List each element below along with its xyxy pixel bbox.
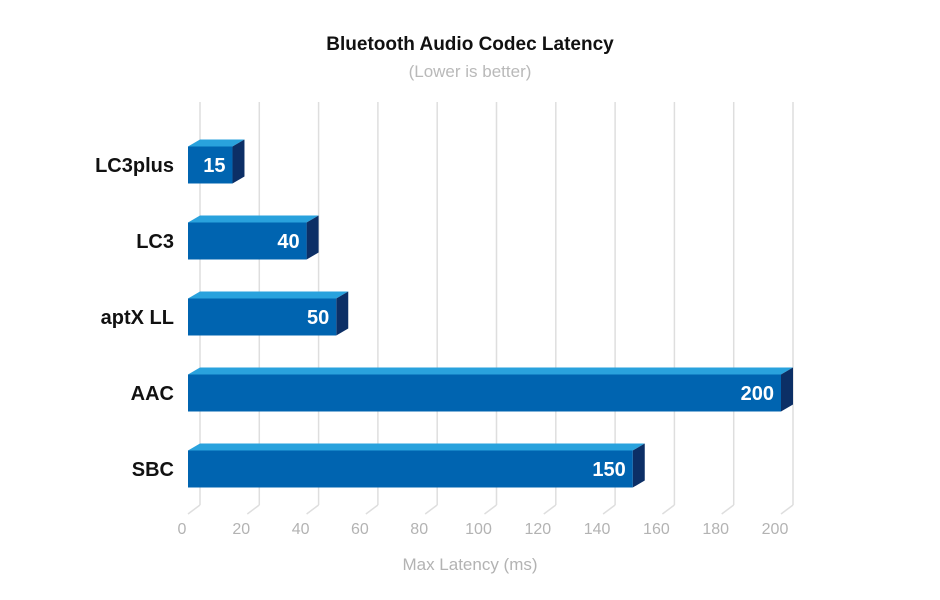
bar-top-face bbox=[188, 443, 645, 451]
x-tick-label: 20 bbox=[232, 521, 250, 538]
x-tick-label: 80 bbox=[410, 521, 428, 538]
x-tick-label: 60 bbox=[351, 521, 369, 538]
y-category-label: aptX LL bbox=[101, 307, 174, 329]
x-tick-label: 120 bbox=[524, 521, 551, 538]
bar-side-face bbox=[781, 367, 793, 412]
bar-side-face bbox=[632, 443, 645, 488]
bar-side-face bbox=[306, 215, 319, 260]
bar: 40 bbox=[188, 215, 319, 260]
bar-front-face bbox=[188, 222, 307, 260]
bar-front-face bbox=[188, 450, 633, 488]
bar-value-label: 200 bbox=[741, 383, 774, 405]
y-category-label: SBC bbox=[132, 459, 174, 481]
bar: 150 bbox=[188, 443, 645, 488]
x-axis-title: Max Latency (ms) bbox=[402, 555, 537, 574]
bar: 15 bbox=[188, 139, 245, 184]
bar-value-label: 40 bbox=[277, 231, 299, 253]
x-tick-label: 200 bbox=[762, 521, 789, 538]
x-tick-label: 140 bbox=[584, 521, 611, 538]
bar-side-face bbox=[336, 291, 349, 336]
bar-top-face bbox=[188, 139, 245, 147]
bar-top-face bbox=[188, 215, 319, 223]
grid-floor-line bbox=[306, 504, 320, 515]
bar: 50 bbox=[188, 291, 349, 336]
category-labels: LC3plus LC3 aptX LL AAC SBC bbox=[95, 155, 174, 481]
grid-floor-line bbox=[484, 504, 497, 515]
grid-floor-line bbox=[602, 504, 616, 515]
bar-top-face bbox=[188, 367, 793, 375]
grid-floor-line bbox=[721, 504, 735, 515]
x-tick-label: 100 bbox=[465, 521, 492, 538]
x-tick-label: 40 bbox=[292, 521, 310, 538]
bar: 200 bbox=[188, 367, 793, 412]
bar-top-face bbox=[188, 291, 349, 299]
x-tick-label: 0 bbox=[178, 521, 187, 538]
y-category-label: LC3plus bbox=[95, 155, 174, 177]
grid-floor-line bbox=[780, 504, 794, 515]
bar-value-label: 150 bbox=[592, 459, 625, 481]
bar-value-label: 15 bbox=[203, 155, 225, 177]
grid-floor-line bbox=[365, 504, 379, 515]
bar-value-label: 50 bbox=[307, 307, 329, 329]
bar-front-face bbox=[188, 298, 337, 336]
x-tick-label: 160 bbox=[643, 521, 670, 538]
x-axis-ticks: 0 20 40 60 80 100 120 140 160 180 200 bbox=[178, 521, 789, 538]
bar-front-face bbox=[188, 146, 233, 184]
chart-subtitle: (Lower is better) bbox=[409, 62, 532, 81]
grid-floor-line bbox=[543, 504, 557, 515]
bar-front-face bbox=[188, 374, 781, 412]
y-category-label: AAC bbox=[131, 383, 174, 405]
grid-floor-line bbox=[187, 504, 201, 515]
bar-side-face bbox=[232, 139, 245, 184]
grid-floor-line bbox=[661, 504, 675, 515]
x-tick-label: 180 bbox=[702, 521, 729, 538]
grid-floor-line bbox=[246, 504, 260, 515]
bars: 15 40 50 200 150 bbox=[188, 139, 793, 488]
chart-title: Bluetooth Audio Codec Latency bbox=[326, 34, 614, 55]
grid-floor-line bbox=[424, 504, 438, 515]
y-category-label: LC3 bbox=[136, 231, 174, 253]
